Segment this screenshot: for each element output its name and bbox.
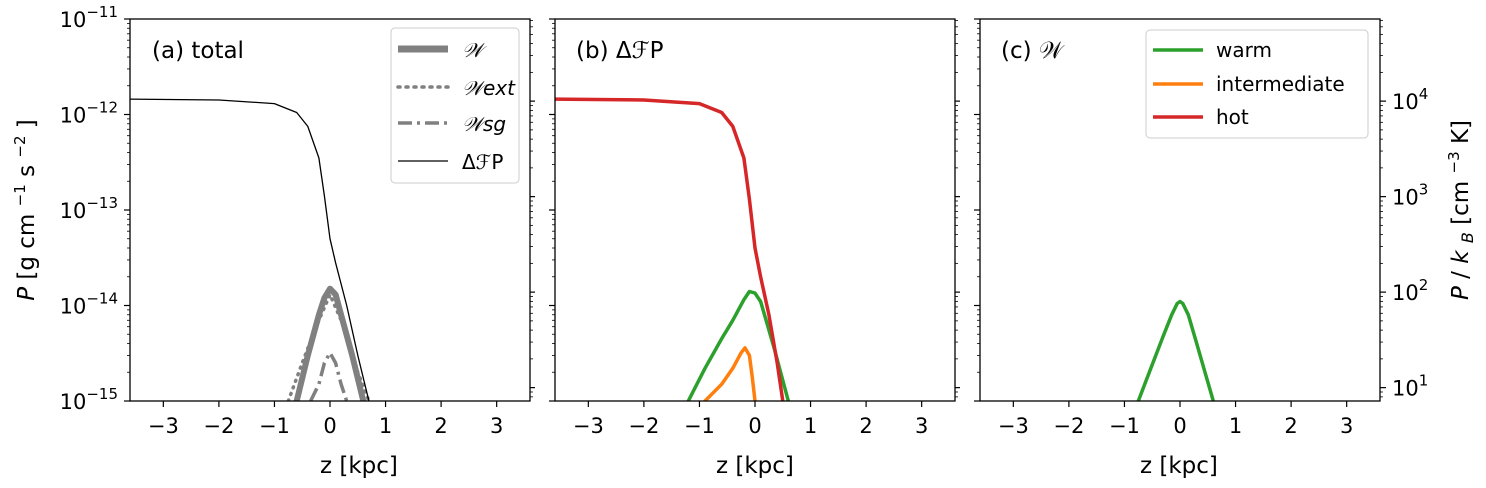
legend-a-box [390,27,520,184]
x-tick-label: 2 [1284,414,1297,438]
series-line-1 [286,292,371,401]
series-line-0 [293,285,367,401]
rlabel-b: B [1458,232,1477,243]
rlabel-unit-open: [cm [1448,181,1474,225]
series-line-1 [703,346,757,401]
series-line-3 [130,98,370,401]
ylabel-var: P [14,287,40,301]
x-tick-label: 2 [859,414,872,438]
panel-b: −3 −2 −1 0 1 2 3 (b) ΔℱP z [kpc] [549,18,960,479]
panel-b-title: (b) ΔℱP [576,38,664,64]
panel-c-title: (c) 𝒲 [1001,38,1065,64]
legend-c-label-0: warm [1216,38,1272,62]
legend-c-label-2: hot [1216,105,1249,129]
panel-c-xlabel: z [kpc] [1140,453,1218,479]
panel-b-series [555,97,791,401]
x-tick-label: −2 [1053,414,1084,438]
rlabel-p: P [1448,286,1474,300]
right-tick-label: 101 [1392,372,1428,401]
ylabel-unit-open: [g cm [14,214,40,280]
rlabel-unit-close: K] [1448,120,1474,144]
ylabel-exp-2: −2 [11,136,29,158]
panel-a-title: (a) total [152,38,244,64]
x-tick-label: 3 [490,414,503,438]
x-tick-label: 0 [323,414,336,438]
series-line-2 [555,97,785,401]
x-tick-label: 3 [915,414,928,438]
panel-a-ylabel: P [g cm −1 s −2 ] [5,119,40,301]
y-tick-label: 10−11 [60,3,118,32]
x-tick-label: −1 [684,414,715,438]
panel-a-legend: 𝒲 𝒲ext 𝒲sg ΔℱP [390,27,520,184]
panel-a-xlabel: z [kpc] [320,453,398,479]
legend-a-label-1: 𝒲ext [462,76,516,100]
panel-c-right-ylabel: P / k B [cm −3 K] [1439,120,1479,300]
x-tick-label: 1 [804,414,817,438]
right-tick-label: 104 [1392,85,1428,114]
panel-a: −3 −2 −1 0 1 2 3 10−15 10−14 10−13 10−12 10−11 (a) … [5,3,535,479]
x-tick-label: 1 [379,414,392,438]
right-tick-label: 102 [1392,276,1428,305]
panel-c: −3 −2 −1 0 1 2 3 101 102 103 104 (c) 𝒲 z [kpc] P /… [974,18,1479,479]
y-tick-label: 10−12 [60,99,118,128]
y-tick-label: 10−13 [60,194,118,223]
legend-a-label-2: 𝒲sg [462,112,506,136]
x-tick-label: 0 [1173,414,1186,438]
panel-b-frame [554,18,956,402]
ylabel-unit-close: ] [14,119,40,128]
x-tick-label: −3 [573,414,604,438]
x-tick-label: 2 [434,414,447,438]
y-tick-label: 10−15 [60,385,118,414]
rlabel-k: k [1448,249,1474,264]
rlabel-exp: −3 [1445,151,1463,173]
series-line-2 [309,351,349,401]
right-tick-label: 103 [1392,181,1428,210]
x-tick-label: −3 [148,414,179,438]
rlabel-slash: / [1448,271,1474,279]
legend-c-label-1: intermediate [1216,72,1345,96]
panel-a-series [130,98,371,401]
x-tick-label: −3 [998,414,1029,438]
x-tick-label: −2 [628,414,659,438]
panel-b-xlabel: z [kpc] [716,453,794,479]
x-tick-label: 0 [748,414,761,438]
panel-c-legend: warm intermediate hot [1145,29,1369,139]
series-line-0 [686,289,791,401]
x-tick-label: −2 [203,414,234,438]
ylabel-unit-s: s [14,165,40,177]
panel-a-ticks: −3 −2 −1 0 1 2 3 10−15 10−14 10−13 10−12 10−11 [60,3,535,438]
x-tick-label: 3 [1340,414,1353,438]
panel-c-ticks: −3 −2 −1 0 1 2 3 101 102 103 104 [974,18,1428,438]
series-line-0 [1136,299,1216,401]
legend-a-label-3: ΔℱP [462,150,503,174]
x-tick-label: −1 [259,414,290,438]
x-tick-label: −1 [1109,414,1140,438]
legend-c-box [1145,29,1369,139]
panel-b-ticks: −3 −2 −1 0 1 2 3 [549,18,960,438]
ylabel-exp-1: −1 [11,184,29,206]
panel-c-series [1136,299,1216,401]
y-tick-label: 10−14 [60,290,118,319]
x-tick-label: 1 [1229,414,1242,438]
